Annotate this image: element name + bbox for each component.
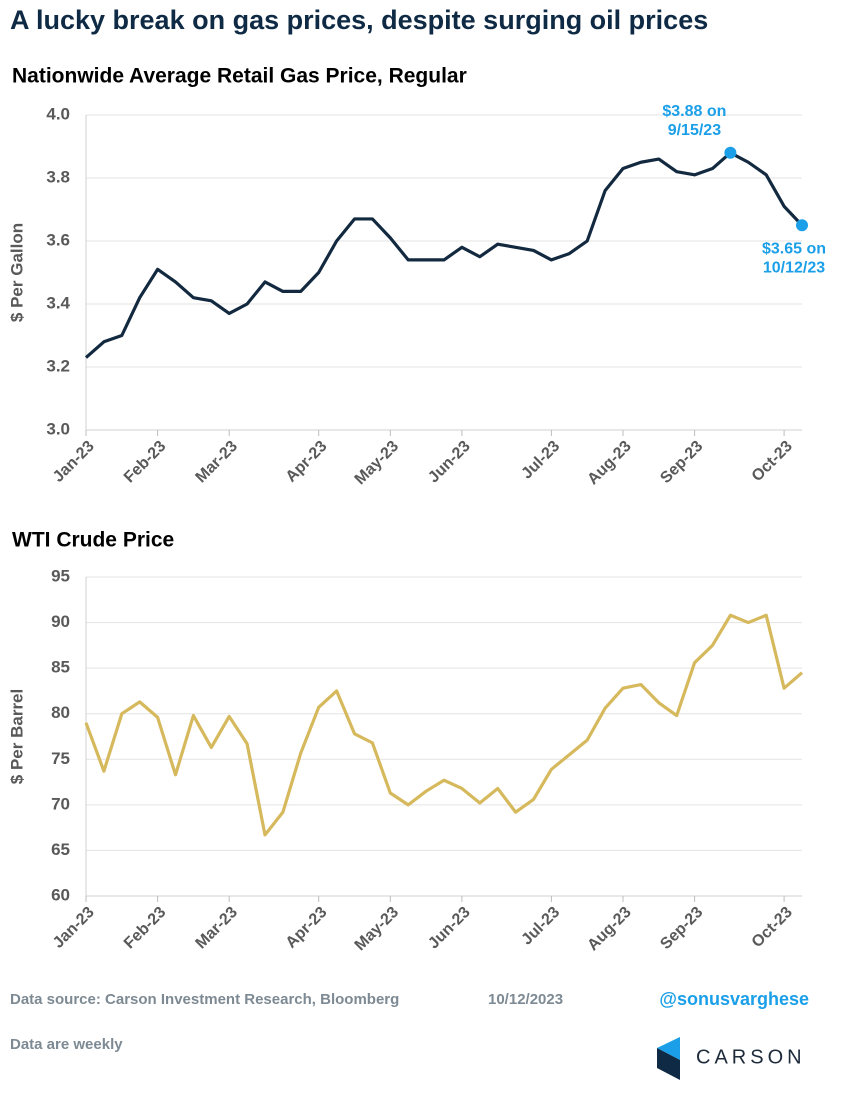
y-tick-label: 3.6 [46,230,70,249]
x-tick-label: Mar-23 [193,438,242,487]
x-tick-label: Aug-23 [584,438,634,488]
y-tick-label: 3.4 [46,293,70,312]
y-tick-label: 85 [51,658,70,677]
x-tick-label: Aug-23 [584,904,634,954]
logo-icon [657,1037,680,1080]
y-tick-label: 3.0 [46,419,70,438]
x-tick-label: Oct-23 [749,904,796,951]
x-tick-label: Jan-23 [50,904,98,952]
x-tick-label: Jun-23 [425,904,474,953]
y-tick-label: 70 [51,794,70,813]
y-tick-label: 75 [51,749,70,768]
y-axis-label: $ Per Gallon [7,223,26,322]
y-axis-label: $ Per Barrel [7,689,26,784]
x-tick-label: Jul-23 [518,438,563,483]
x-tick-label: Apr-23 [283,904,331,952]
y-tick-label: 3.2 [46,356,70,375]
x-tick-label: Jan-23 [50,438,98,486]
highlight-point [724,146,737,159]
line [84,151,804,359]
x-tick-label: Sep-23 [657,438,706,487]
highlight-point [796,219,808,232]
x-tick-label: Sep-23 [657,904,706,953]
annotation: $3.65 on [762,240,826,257]
y-tick-label: 95 [51,566,70,585]
date: 10/12/2023 [488,991,563,1008]
y-tick-label: 90 [51,612,70,631]
annotation: 9/15/23 [668,122,721,139]
handle: @sonusvarghese [659,989,809,1009]
note: Data are weekly [10,1036,123,1053]
x-tick-label: May-23 [352,904,402,954]
x-tick-label: Jul-23 [518,904,563,949]
x-tick-label: Apr-23 [283,438,331,486]
x-tick-label: May-23 [352,438,402,488]
y-tick-label: 3.8 [46,167,70,186]
y-tick-label: 60 [51,885,70,904]
line [84,613,804,837]
x-tick-label: Jun-23 [425,438,474,487]
chart-title: WTI Crude Price [12,529,174,552]
y-tick-label: 4.0 [46,104,70,123]
x-tick-label: Feb-23 [121,904,170,953]
y-tick-label: 65 [51,840,70,859]
annotation: 10/12/23 [763,259,825,276]
y-tick-label: 80 [51,703,70,722]
logo-text: CARSON [696,1046,806,1068]
x-tick-label: Oct-23 [749,438,796,485]
page-title: A lucky break on gas prices, despite sur… [10,5,708,35]
source: Data source: Carson Investment Research,… [10,991,399,1008]
chart-title: Nationwide Average Retail Gas Price, Reg… [12,65,467,88]
x-tick-label: Mar-23 [193,904,242,953]
annotation: $3.88 on [662,103,726,120]
x-tick-label: Feb-23 [121,438,170,487]
